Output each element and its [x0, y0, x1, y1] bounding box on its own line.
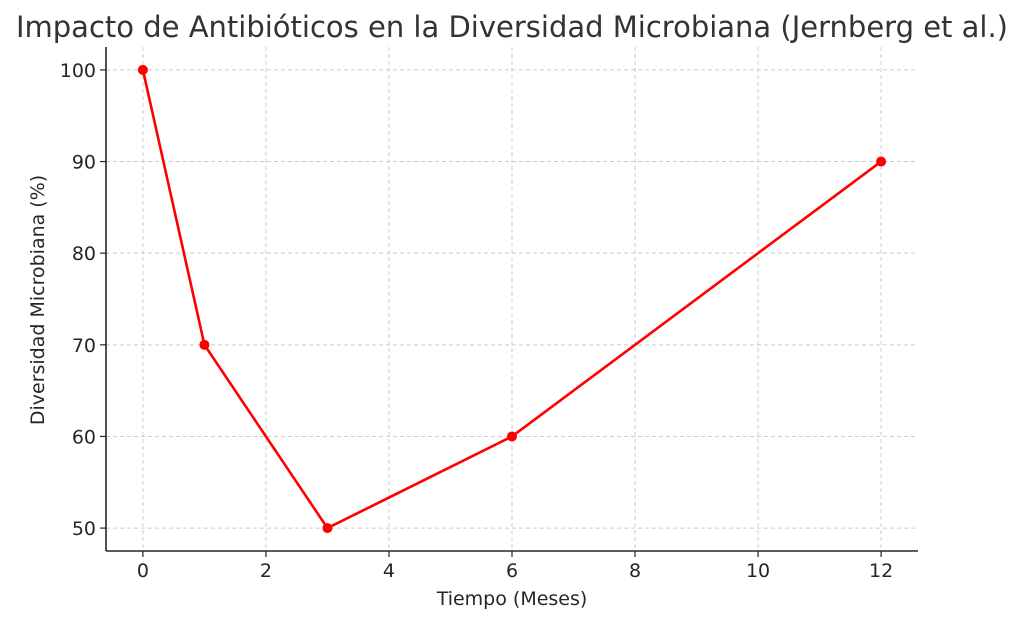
y-tick-label: 80 — [72, 243, 96, 265]
x-tick-label: 4 — [383, 560, 395, 582]
x-tick-label: 0 — [137, 560, 149, 582]
x-tick-label: 12 — [869, 560, 893, 582]
y-tick-label: 50 — [72, 518, 96, 540]
data-point — [199, 339, 210, 350]
chart-title: Impacto de Antibióticos en la Diversidad… — [16, 10, 1008, 44]
y-tick-label: 90 — [72, 152, 96, 174]
x-tick-label: 6 — [506, 560, 518, 582]
x-tick-label: 8 — [629, 560, 641, 582]
grid-layer — [106, 47, 918, 551]
tick-labels: 0 2 4 6 8 10 12 50 60 70 80 90 100 — [60, 60, 893, 582]
x-axis-label: Tiempo (Meses) — [436, 588, 588, 610]
data-point — [322, 523, 333, 534]
data-point — [876, 156, 887, 167]
y-axis-label: Diversidad Microbiana (%) — [27, 175, 49, 425]
x-tick-label: 2 — [260, 560, 272, 582]
series-layer — [137, 64, 887, 534]
x-tick-label: 10 — [746, 560, 770, 582]
data-point — [507, 431, 517, 442]
y-tick-label: 100 — [60, 60, 96, 82]
axes — [100, 47, 918, 557]
y-tick-label: 70 — [72, 335, 96, 357]
y-tick-label: 60 — [72, 426, 96, 448]
data-point — [137, 64, 148, 75]
